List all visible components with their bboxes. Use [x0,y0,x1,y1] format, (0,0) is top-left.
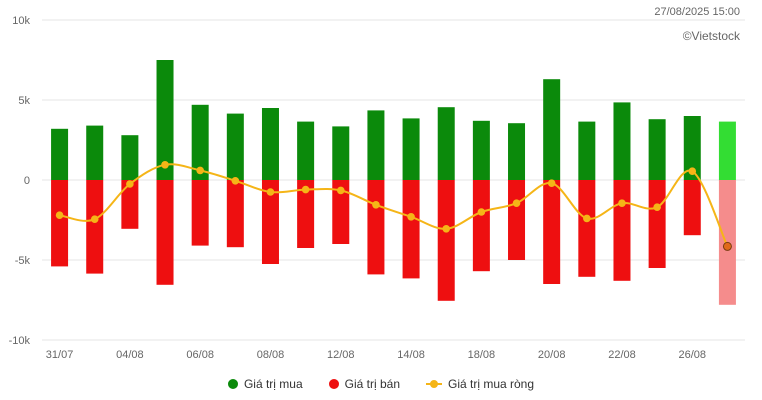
sell-bar [613,180,631,281]
x-tick-label: 06/08 [186,349,214,361]
net-point [126,180,134,188]
legend-net-marker [426,379,442,389]
buy-bar [332,126,350,180]
net-point [722,241,732,251]
sell-bar [683,180,701,236]
net-point [407,213,415,221]
x-tick-label: 14/08 [397,349,425,361]
bar-series [51,60,736,305]
x-tick-label: 26/08 [679,349,707,361]
buy-bar [367,110,385,180]
buy-bar [402,118,420,180]
sell-bar [402,180,420,279]
sell-bar [472,180,490,272]
net-point [372,201,380,209]
sell-bar [226,180,244,248]
legend-sell-label: Giá trị bán [344,377,400,391]
buy-bar [261,108,279,180]
sell-bar [543,180,561,284]
sell-bar [648,180,666,268]
x-tick-label: 18/08 [468,349,496,361]
buy-bar [613,102,631,180]
net-point [583,214,591,223]
x-tick-label: 04/08 [116,349,144,361]
legend-buy-label: Giá trị mua [243,377,303,391]
net-point [618,199,626,207]
buy-bar [297,121,315,180]
buy-bar [191,104,209,180]
net-point [266,188,275,196]
net-line-series [55,161,732,251]
sell-bar [191,180,209,246]
buy-bar [437,107,455,180]
net-point [55,211,64,219]
buy-bar [472,120,490,180]
sell-bar [297,180,315,248]
sell-bar [261,180,279,264]
buy-bar [578,121,596,180]
chart-timestamp: 27/08/2025 15:00 [654,6,740,18]
net-point [688,167,697,175]
buy-bar [683,116,701,180]
sell-bar [367,180,385,275]
legend-net-label: Giá trị mua ròng [448,377,535,391]
net-point [653,203,661,211]
sell-bar [578,180,596,277]
buy-bar [543,79,561,180]
net-point [231,177,240,185]
net-point [301,185,310,194]
legend: Giá trị mua Giá trị bán Giá trị mua ròng [0,377,762,391]
legend-buy-marker [227,379,238,389]
x-tick-label: 22/08 [608,349,636,361]
net-point [161,161,169,169]
y-tick-label: 0 [24,175,30,187]
net-point [196,166,204,175]
net-point [336,186,345,195]
buy-bar [508,123,526,180]
y-tick-label: -10k [9,335,31,347]
sell-bar [51,180,69,267]
buy-bar [121,135,139,180]
x-tick-label: 08/08 [257,349,285,361]
legend-item-buy[interactable]: Giá trị mua [227,377,303,391]
buy-bar [86,125,104,180]
x-tick-label: 12/08 [327,349,355,361]
grid-lines [42,19,745,341]
x-tick-label: 31/07 [46,349,74,361]
legend-item-sell[interactable]: Giá trị bán [328,377,400,391]
net-point [512,199,521,207]
buy-bar [718,121,736,180]
buy-bar [156,60,174,180]
sell-bar [332,180,350,244]
sell-bar [86,180,104,274]
legend-sell-marker [328,379,339,389]
x-axis: 31/07 04/08 06/08 08/08 12/08 14/08 18/08 20/08… [46,349,706,361]
buy-bar [51,128,69,180]
y-tick-label: 10k [12,15,30,27]
buy-bar [226,113,244,180]
net-point [547,179,556,187]
sell-bar [121,180,139,229]
x-tick-label: 20/08 [538,349,566,361]
sell-bar [156,180,174,285]
net-point [477,208,486,216]
legend-item-net[interactable]: Giá trị mua ròng [426,377,534,391]
sell-bar [437,180,455,301]
source-credit: ©Vietstock [683,29,741,43]
net-point [90,215,99,223]
buy-bar [648,119,666,180]
y-tick-label: -5k [15,255,31,267]
y-axis: 10k 5k 0 -5k -10k [9,15,31,347]
sell-bar [508,180,526,260]
y-tick-label: 5k [18,95,30,107]
net-point [442,225,451,233]
